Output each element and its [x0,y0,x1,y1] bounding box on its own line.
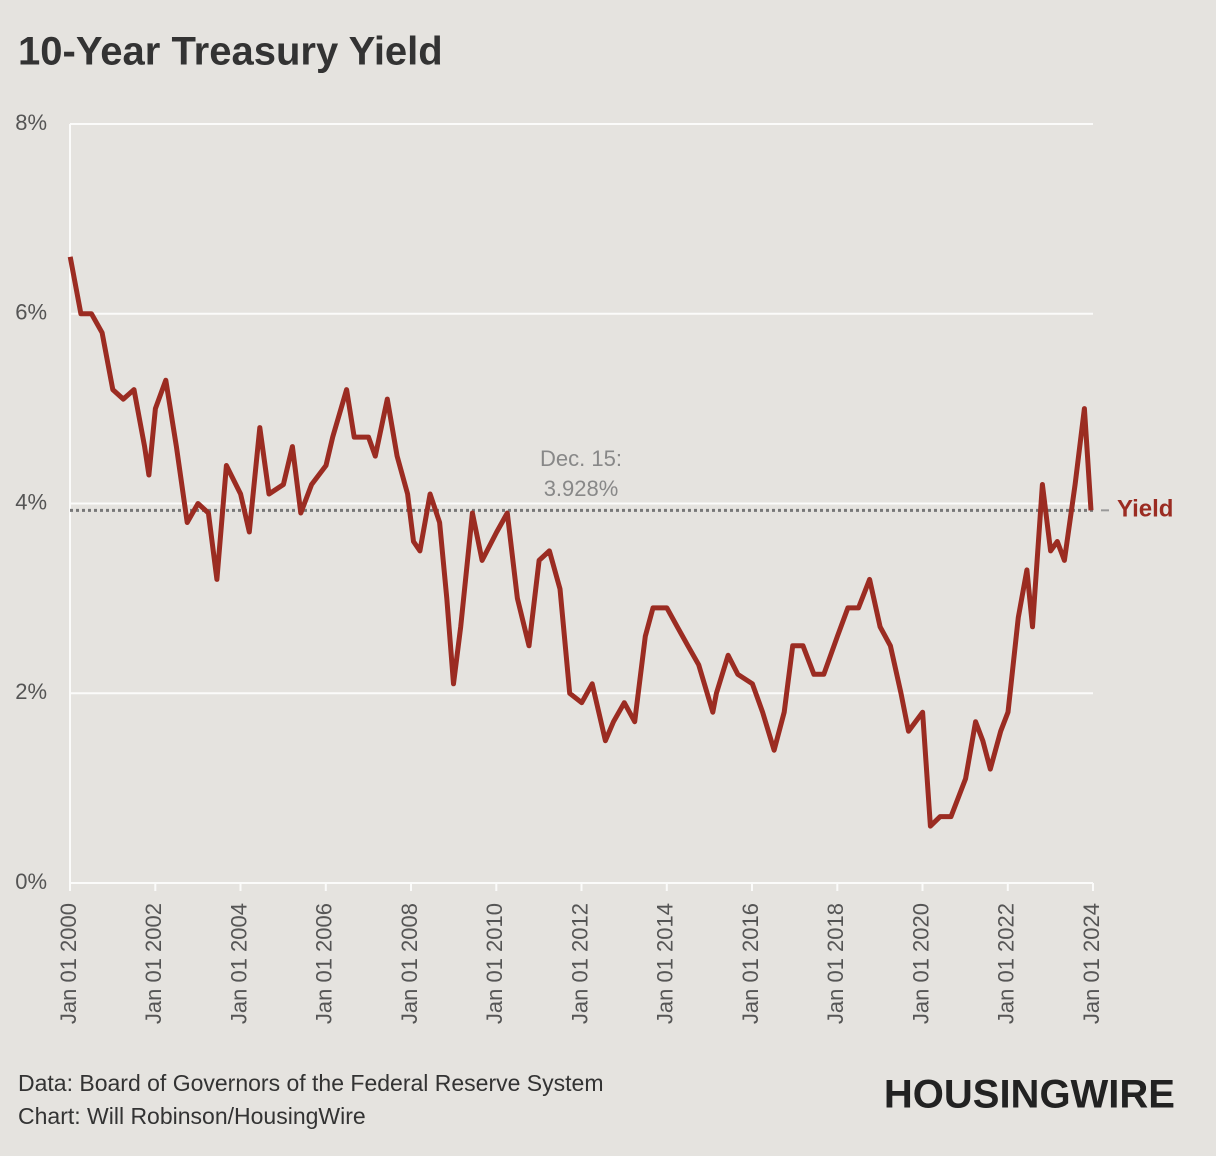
y-tick-label: 8% [15,110,47,135]
series-label: Yield [1117,496,1173,523]
annotation: 3.928% [544,476,619,501]
credit: Chart: Will Robinson/HousingWire [18,1103,366,1129]
x-tick-label: Jan 01 2016 [738,903,763,1024]
y-tick-label: 2% [15,679,47,704]
x-tick-label: Jan 01 2008 [397,903,422,1024]
line [67,256,1094,829]
x-tick-label: Jan 01 2020 [908,903,933,1024]
x-tick-label: Jan 01 2002 [141,903,166,1024]
logo: HOUSINGWIRE [884,1073,1175,1117]
y-tick-label: 0% [15,869,47,894]
y-tick-label: 4% [15,489,47,514]
source: Data: Board of Governors of the Federal … [18,1070,604,1096]
y-tick-label: 6% [15,300,47,325]
x-tick-label: Jan 01 2022 [994,903,1019,1024]
x-tick-label: Jan 01 2012 [567,903,592,1024]
chart-title: 10-Year Treasury Yield [18,30,443,74]
x-tick-label: Jan 01 2000 [56,903,81,1024]
x-tick-label: Jan 01 2014 [653,903,678,1024]
x-tick-label: Jan 01 2006 [312,903,337,1024]
x-tick-label: Jan 01 2018 [823,903,848,1024]
x-tick-label: Jan 01 2010 [482,903,507,1024]
x-tick-label: Jan 01 2004 [226,903,251,1024]
x-tick-label: Jan 01 2024 [1079,903,1104,1024]
annotation: Dec. 15: [540,446,622,471]
